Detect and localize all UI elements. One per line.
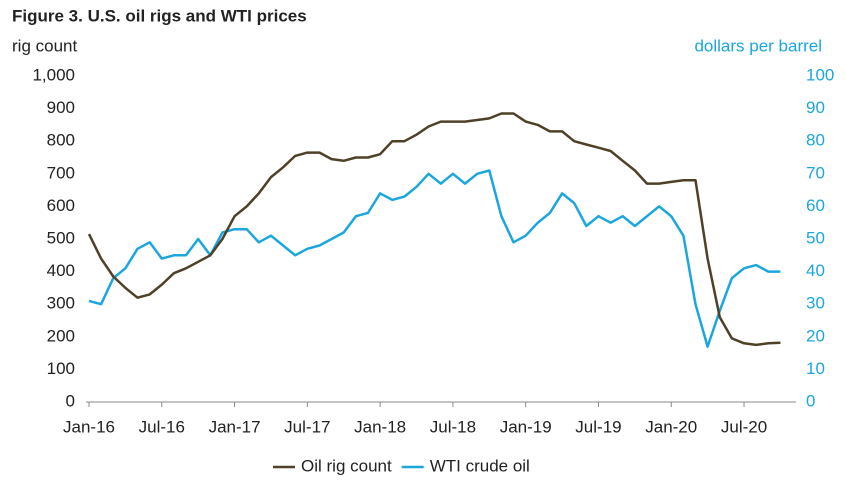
y2-tick-label: 100 — [806, 65, 834, 84]
y-tick-label: 900 — [47, 98, 75, 117]
y-tick-label: 1,000 — [32, 65, 75, 84]
legend-label: Oil rig count — [301, 456, 392, 475]
x-tick-label: Jul-20 — [721, 417, 767, 436]
x-tick-label: Jan-17 — [209, 417, 261, 436]
y-tick-label: 200 — [47, 326, 75, 345]
y-tick-label: 600 — [47, 196, 75, 215]
y-tick-label: 300 — [47, 294, 75, 313]
y-tick-label: 100 — [47, 359, 75, 378]
x-tick-label: Jul-19 — [575, 417, 621, 436]
y-tick-label: 0 — [66, 391, 75, 410]
y2-tick-label: 50 — [806, 228, 825, 247]
y2-tick-label: 10 — [806, 359, 825, 378]
x-tick-label: Jul-18 — [430, 417, 476, 436]
x-tick-label: Jan-18 — [354, 417, 406, 436]
y2-tick-label: 70 — [806, 163, 825, 182]
y2-axis-label: dollars per barrel — [694, 36, 822, 55]
y-tick-label: 500 — [47, 228, 75, 247]
y2-tick-label: 60 — [806, 196, 825, 215]
series-line — [87, 112, 781, 347]
y-tick-label: 400 — [47, 261, 75, 280]
y2-tick-label: 80 — [806, 131, 825, 150]
chart-title: Figure 3. U.S. oil rigs and WTI prices — [12, 6, 307, 25]
x-tick-label: Jan-20 — [645, 417, 697, 436]
y2-tick-label: 20 — [806, 326, 825, 345]
series-line — [88, 169, 781, 348]
y2-tick-label: 30 — [806, 294, 825, 313]
y2-tick-label: 40 — [806, 261, 825, 280]
x-tick-label: Jan-19 — [500, 417, 552, 436]
y-axis-label: rig count — [12, 36, 77, 55]
x-tick-label: Jan-16 — [63, 417, 115, 436]
y-tick-label: 800 — [47, 131, 75, 150]
y2-tick-label: 90 — [806, 98, 825, 117]
y-tick-label: 700 — [47, 163, 75, 182]
legend-label: WTI crude oil — [430, 456, 530, 475]
y2-tick-label: 0 — [806, 391, 815, 410]
x-tick-label: Jul-16 — [139, 417, 185, 436]
x-tick-label: Jul-17 — [284, 417, 330, 436]
